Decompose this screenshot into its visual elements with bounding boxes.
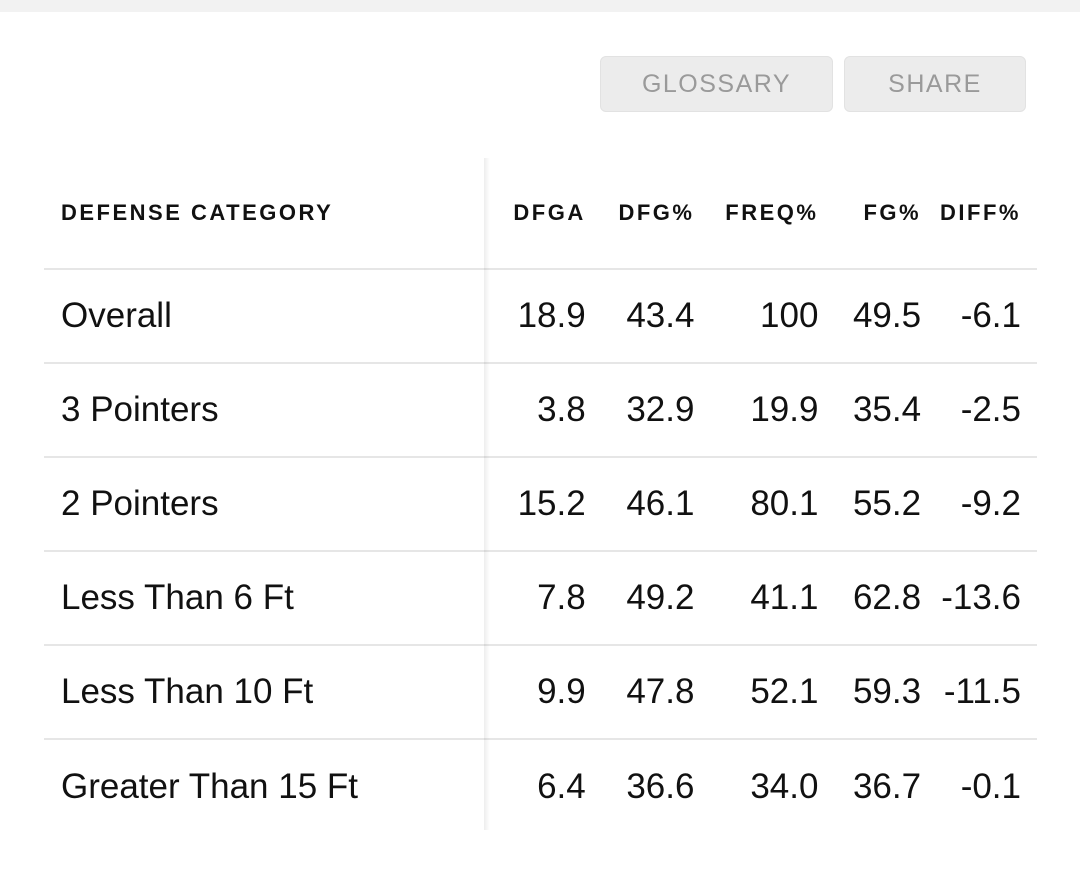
cell-diff-pct: -11.5 xyxy=(943,672,1021,711)
cell-diff-pct: -9.2 xyxy=(960,484,1021,523)
column-divider xyxy=(484,158,490,830)
row-category: Greater Than 15 Ft xyxy=(61,766,359,806)
cell-dfga: 7.8 xyxy=(537,578,586,617)
cell-fg-pct: 59.3 xyxy=(852,672,922,711)
cell-freq-pct: 41.1 xyxy=(750,578,819,617)
top-strip xyxy=(0,0,1080,12)
cell-fg-pct: 55.2 xyxy=(852,484,922,523)
row-category: 2 Pointers xyxy=(61,484,219,523)
stats-table: DEFENSE CATEGORY DFGA DFG% FREQ% FG% DIF… xyxy=(44,158,1037,833)
header-defense-category[interactable]: DEFENSE CATEGORY xyxy=(61,200,334,225)
cell-fg-pct: 36.7 xyxy=(852,766,922,806)
cell-freq-pct: 80.1 xyxy=(750,484,819,523)
cell-fg-pct: 35.4 xyxy=(852,390,922,429)
table-row: Greater Than 15 Ft 6.4 36.6 34.0 36.7 -0… xyxy=(44,739,1037,833)
cell-dfga: 9.9 xyxy=(537,672,586,711)
table-row: Less Than 10 Ft 9.9 47.8 52.1 59.3 -11.5 xyxy=(44,645,1037,739)
table-row: 2 Pointers 15.2 46.1 80.1 55.2 -9.2 xyxy=(44,457,1037,551)
table-row: Overall 18.9 43.4 100 49.5 -6.1 xyxy=(44,269,1037,363)
row-category: Less Than 10 Ft xyxy=(61,672,314,711)
cell-freq-pct: 34.0 xyxy=(750,766,819,806)
cell-dfg-pct: 47.8 xyxy=(626,672,695,711)
defense-stats-table: DEFENSE CATEGORY DFGA DFG% FREQ% FG% DIF… xyxy=(44,158,1037,833)
table-row: Less Than 6 Ft 7.8 49.2 41.1 62.8 -13.6 xyxy=(44,551,1037,645)
cell-dfg-pct: 36.6 xyxy=(626,766,695,806)
cell-freq-pct: 100 xyxy=(760,296,819,335)
glossary-button[interactable]: GLOSSARY xyxy=(600,56,833,112)
row-category: Less Than 6 Ft xyxy=(61,578,294,617)
header-freq-pct[interactable]: FREQ% xyxy=(725,200,819,225)
cell-fg-pct: 49.5 xyxy=(852,296,922,335)
cell-freq-pct: 19.9 xyxy=(750,390,819,429)
table-row: 3 Pointers 3.8 32.9 19.9 35.4 -2.5 xyxy=(44,363,1037,457)
share-button[interactable]: SHARE xyxy=(844,56,1026,112)
cell-dfg-pct: 49.2 xyxy=(626,578,695,617)
header-fg-pct[interactable]: FG% xyxy=(863,200,922,225)
cell-dfg-pct: 46.1 xyxy=(626,484,695,523)
cell-dfga: 6.4 xyxy=(537,766,586,806)
cell-dfg-pct: 43.4 xyxy=(626,296,695,335)
header-diff-pct[interactable]: DIFF% xyxy=(940,200,1021,225)
cell-diff-pct: -6.1 xyxy=(960,296,1021,335)
cell-dfga: 18.9 xyxy=(517,296,586,335)
header-dfg-pct[interactable]: DFG% xyxy=(618,200,695,225)
cell-diff-pct: -0.1 xyxy=(960,766,1021,806)
cell-freq-pct: 52.1 xyxy=(750,672,819,711)
cell-dfga: 3.8 xyxy=(537,390,586,429)
cell-diff-pct: -13.6 xyxy=(941,578,1021,617)
cell-fg-pct: 62.8 xyxy=(852,578,922,617)
row-category: 3 Pointers xyxy=(61,390,219,429)
cell-diff-pct: -2.5 xyxy=(960,390,1021,429)
header-dfga[interactable]: DFGA xyxy=(513,200,586,225)
table-header-row: DEFENSE CATEGORY DFGA DFG% FREQ% FG% DIF… xyxy=(44,158,1037,269)
cell-dfga: 15.2 xyxy=(517,484,586,523)
cell-dfg-pct: 32.9 xyxy=(626,390,695,429)
row-category: Overall xyxy=(61,296,172,335)
